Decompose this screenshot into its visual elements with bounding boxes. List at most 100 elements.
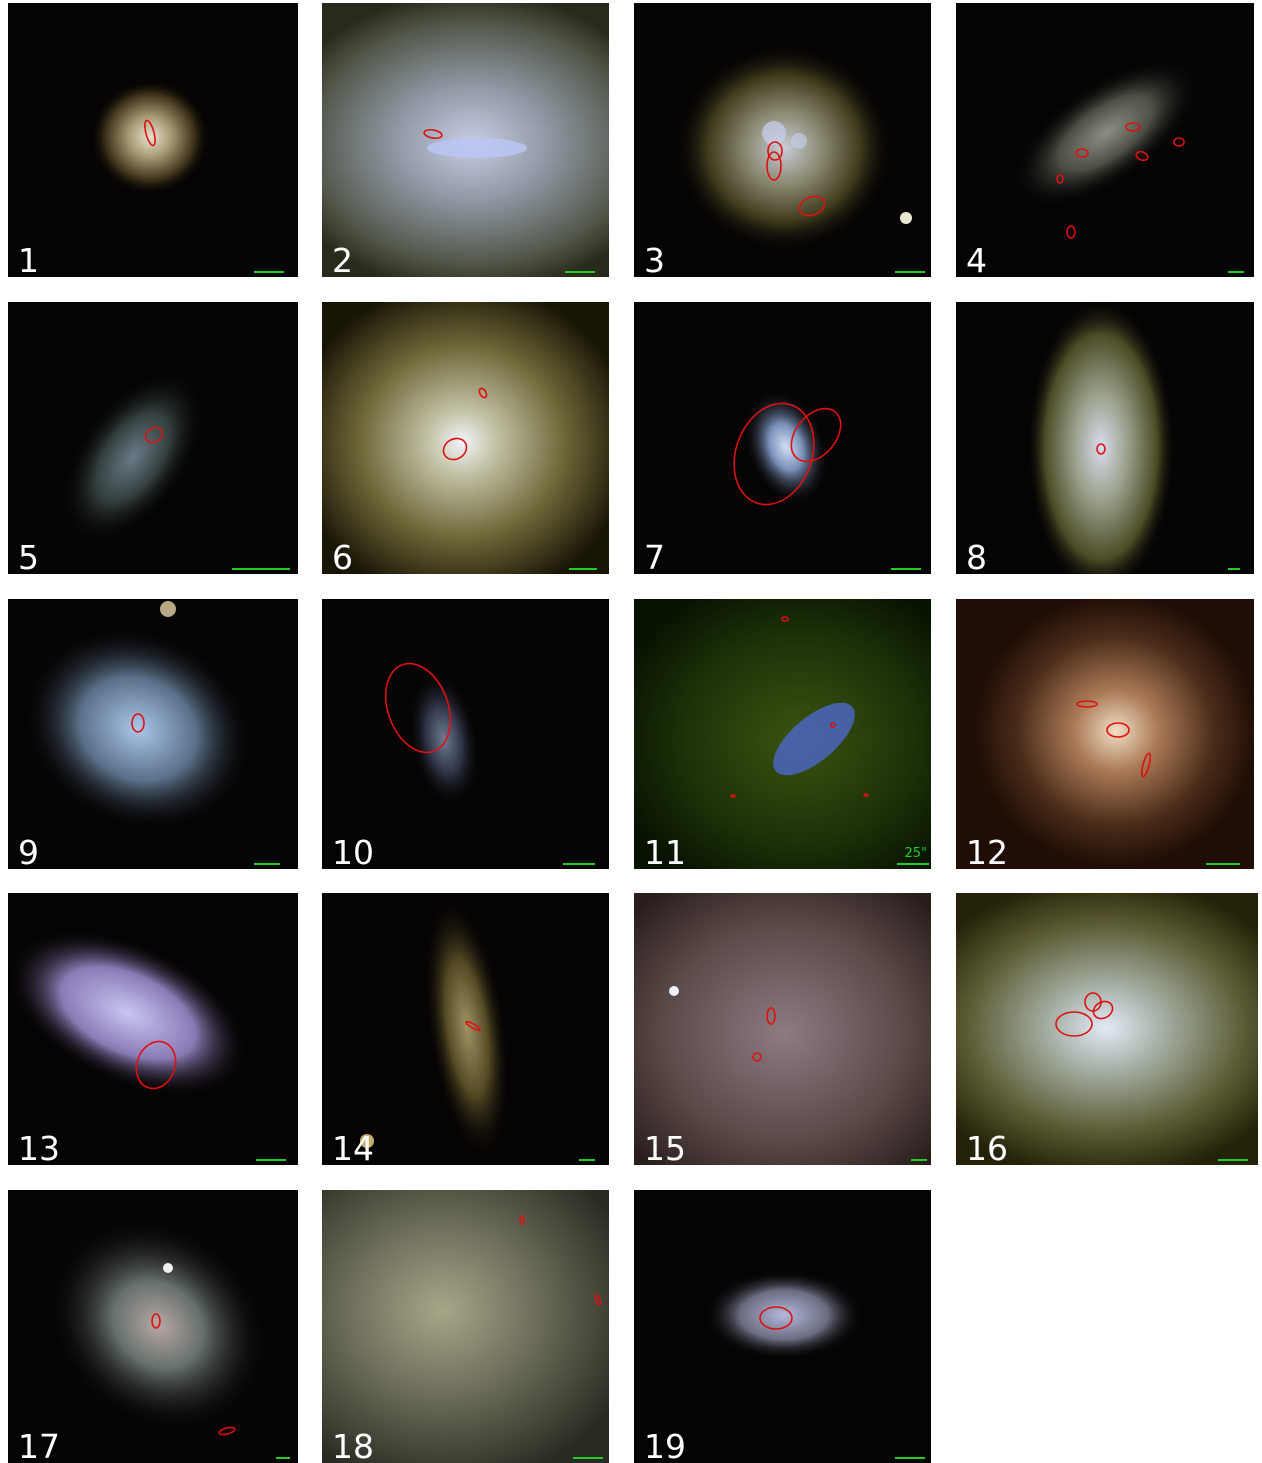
galaxy-panel-19: 19 [634, 1190, 931, 1463]
scale-bar [1218, 1159, 1248, 1161]
scale-bar [1228, 568, 1240, 570]
scale-bar [565, 271, 595, 273]
panel-label: 2 [332, 241, 353, 277]
galaxy-panel-16: 16 [956, 893, 1258, 1165]
aperture-ellipse [1140, 752, 1152, 778]
aperture-ellipse [218, 1426, 236, 1436]
aperture-ellipse [1066, 225, 1076, 239]
scale-bar [895, 271, 925, 273]
aperture-ellipse [1135, 150, 1149, 162]
scale-bar [1206, 863, 1240, 865]
aperture-ellipse [135, 1040, 177, 1090]
aperture-ellipse [151, 1313, 161, 1329]
aperture-ellipse [790, 407, 842, 463]
galaxy-panel-1: 1 [8, 3, 298, 277]
galaxy-panel-11: 11 25" [634, 599, 931, 869]
galaxy-image-4 [956, 3, 1254, 277]
aperture-ellipse [478, 387, 488, 399]
scale-bar [1228, 271, 1244, 273]
scale-bar [579, 1159, 595, 1161]
aperture-ellipse [759, 1306, 793, 1330]
aperture-ellipse [1096, 443, 1106, 455]
scale-bar [569, 568, 597, 570]
aperture-ellipse [1173, 137, 1185, 147]
aperture-ellipse [863, 793, 869, 797]
galaxy-image-7 [634, 302, 931, 574]
scale-bar [911, 1159, 927, 1161]
panel-label: 11 [644, 833, 686, 869]
galaxy-image-6 [322, 302, 609, 574]
panel-label: 15 [644, 1129, 686, 1165]
galaxy-image-11 [634, 599, 931, 869]
scale-bar [254, 863, 280, 865]
galaxy-image-16 [956, 893, 1258, 1165]
galaxy-panel-12: 12 [956, 599, 1254, 869]
panel-label: 17 [18, 1427, 60, 1463]
galaxy-panel-10: 10 [322, 599, 609, 869]
aperture-ellipse [730, 794, 736, 798]
aperture-ellipse [767, 141, 783, 161]
aperture-ellipse [1106, 722, 1130, 738]
aperture-ellipse [423, 128, 443, 140]
aperture-ellipse [442, 437, 468, 461]
aperture-ellipse [1075, 148, 1089, 158]
aperture-ellipse [1056, 174, 1064, 184]
galaxy-image-9 [8, 599, 298, 869]
galaxy-panel-4: 4 [956, 3, 1254, 277]
galaxy-panel-17: 17 [8, 1190, 298, 1463]
galaxy-image-19 [634, 1190, 931, 1463]
galaxy-panel-7: 7 [634, 302, 931, 574]
galaxy-panel-9: 9 [8, 599, 298, 869]
panel-label: 12 [966, 833, 1008, 869]
scale-bar [897, 863, 929, 865]
scale-bar [254, 271, 284, 273]
aperture-ellipse [830, 722, 836, 728]
galaxy-image-13 [8, 893, 298, 1165]
galaxy-panel-18: 18 [322, 1190, 609, 1463]
galaxy-panel-5: 5 [8, 302, 298, 574]
aperture-ellipse [733, 402, 815, 506]
scale-bar [232, 568, 290, 570]
aperture-ellipse [781, 616, 789, 622]
scale-bar-label: 25" [904, 846, 927, 861]
scale-bar [563, 863, 595, 865]
galaxy-image-8 [956, 302, 1254, 574]
galaxy-image-10 [322, 599, 609, 869]
panel-label: 5 [18, 538, 39, 574]
aperture-ellipse [131, 713, 145, 733]
galaxy-panel-15: 15 [634, 893, 931, 1165]
panel-label: 18 [332, 1427, 374, 1463]
galaxy-panel-14: 14 [322, 893, 609, 1165]
panel-label: 16 [966, 1129, 1008, 1165]
galaxy-image-1 [8, 3, 298, 277]
panel-label: 9 [18, 833, 39, 869]
panel-label: 14 [332, 1129, 374, 1165]
scale-bar [895, 1457, 925, 1459]
aperture-ellipse [519, 1215, 525, 1225]
panel-label: 7 [644, 538, 665, 574]
galaxy-panel-13: 13 [8, 893, 298, 1165]
panel-label: 3 [644, 241, 665, 277]
galaxy-image-17 [8, 1190, 298, 1463]
aperture-ellipse [766, 1007, 776, 1025]
scale-bar [256, 1159, 286, 1161]
scale-bar [276, 1457, 290, 1459]
panel-label: 13 [18, 1129, 60, 1165]
aperture-ellipse [1125, 122, 1141, 132]
aperture-ellipse [465, 1020, 481, 1032]
galaxy-image-12 [956, 599, 1254, 869]
panel-label: 4 [966, 241, 987, 277]
galaxy-panel-3: 3 [634, 3, 931, 277]
galaxy-panel-6: 6 [322, 302, 609, 574]
panel-label: 8 [966, 538, 987, 574]
galaxy-image-5 [8, 302, 298, 574]
panel-label: 6 [332, 538, 353, 574]
panel-label: 19 [644, 1427, 686, 1463]
aperture-ellipse [752, 1052, 762, 1062]
galaxy-image-2 [322, 3, 609, 277]
galaxy-image-3 [634, 3, 931, 277]
aperture-ellipse [1076, 700, 1098, 708]
aperture-ellipse [1055, 1011, 1093, 1037]
panel-label: 1 [18, 241, 39, 277]
aperture-ellipse [798, 195, 826, 217]
